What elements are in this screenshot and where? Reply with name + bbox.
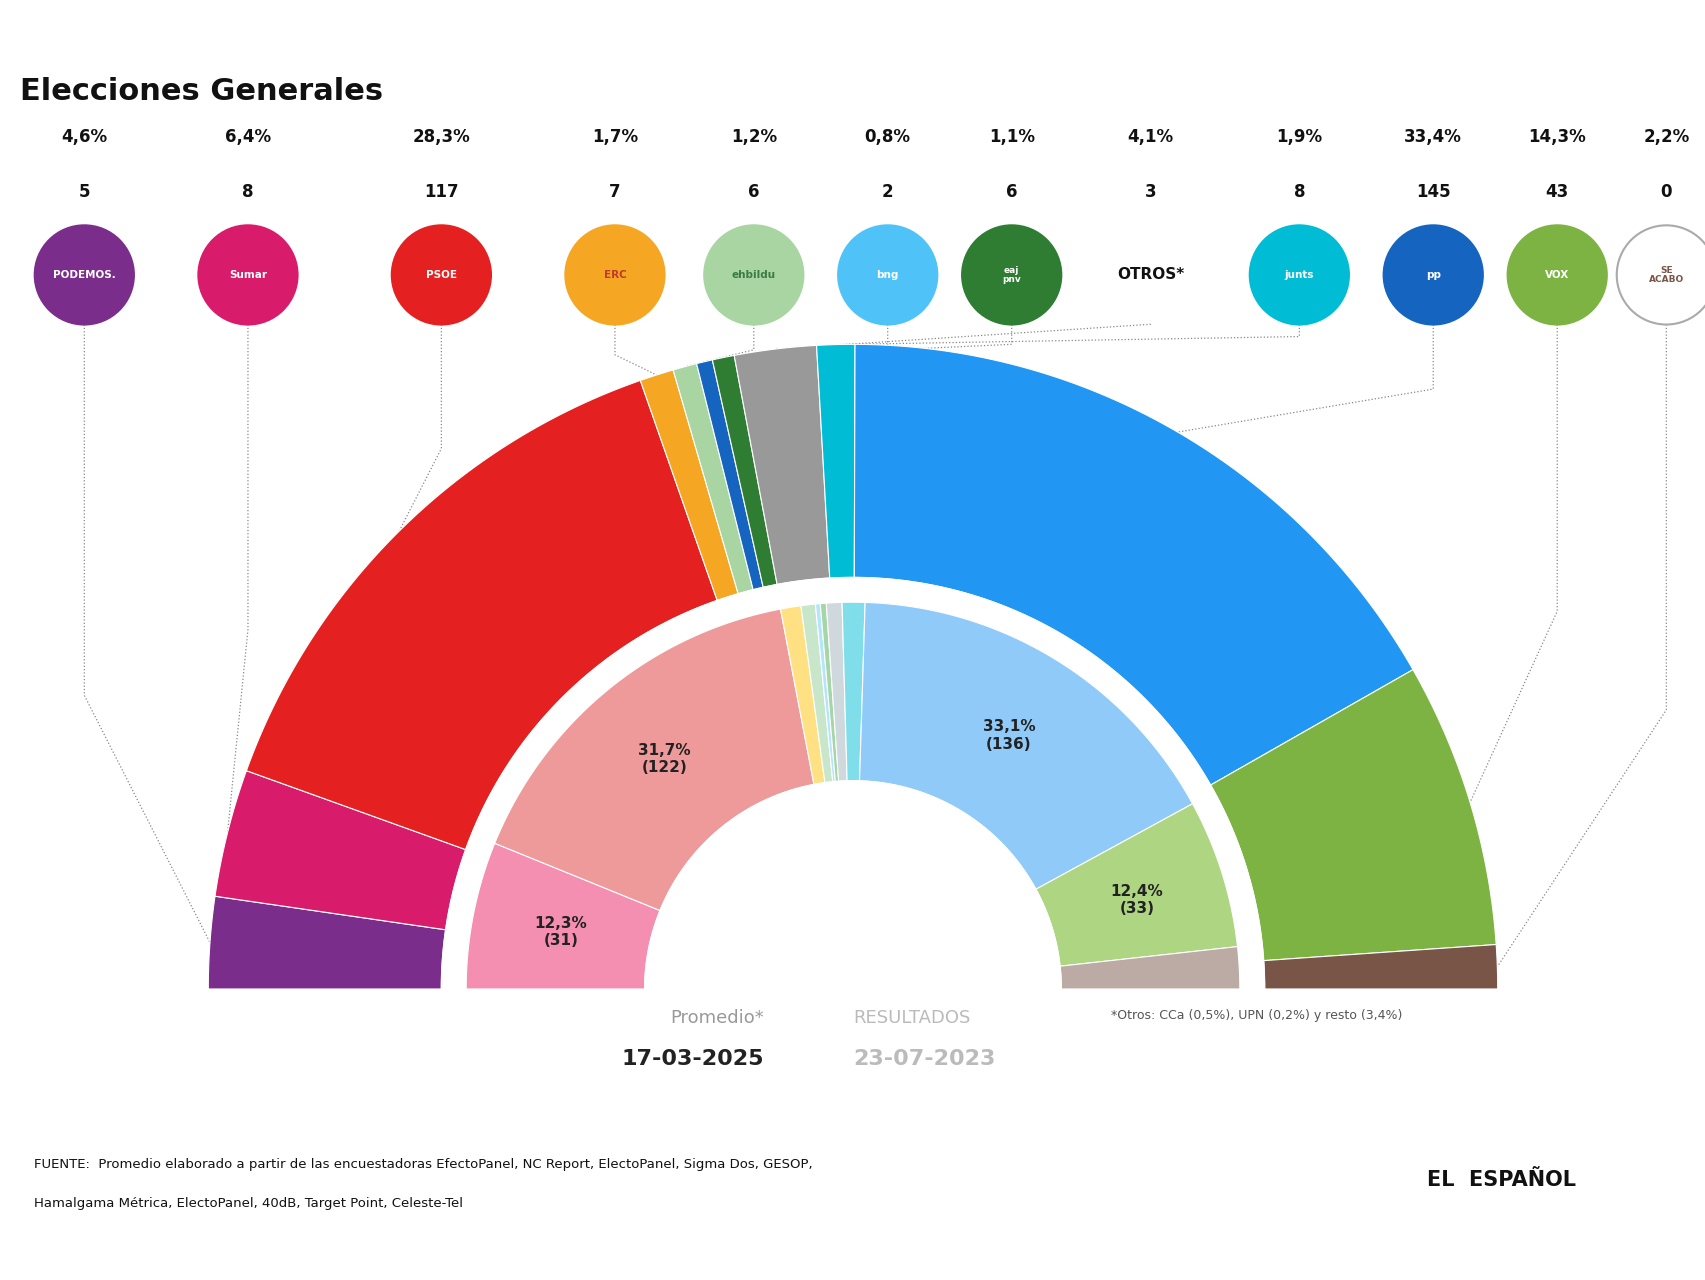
Text: 6,4%: 6,4% [225, 128, 271, 146]
Polygon shape [820, 603, 839, 782]
Text: 8: 8 [1292, 183, 1304, 201]
Text: junts: junts [1284, 270, 1313, 280]
Text: eaj
pnv: eaj pnv [1003, 265, 1021, 284]
Text: 33,4%: 33,4% [1403, 128, 1461, 146]
Polygon shape [1035, 804, 1236, 966]
Polygon shape [859, 603, 1192, 890]
Text: 4,6%: 4,6% [61, 128, 107, 146]
Text: 6: 6 [1006, 183, 1016, 201]
Circle shape [962, 225, 1061, 325]
Text: OTROS*: OTROS* [1117, 268, 1183, 283]
Text: Elecciones Generales: Elecciones Generales [20, 77, 382, 106]
Polygon shape [815, 604, 835, 782]
Circle shape [1383, 225, 1482, 325]
Text: ERC: ERC [604, 270, 626, 280]
Circle shape [1250, 225, 1349, 325]
Polygon shape [208, 896, 445, 989]
Polygon shape [825, 603, 847, 781]
Polygon shape [673, 364, 752, 594]
Polygon shape [854, 344, 1412, 785]
Polygon shape [465, 844, 660, 989]
Polygon shape [639, 370, 738, 600]
Text: 2: 2 [881, 183, 893, 201]
Polygon shape [713, 356, 777, 588]
Circle shape [564, 225, 665, 325]
Text: VOX: VOX [1545, 270, 1569, 280]
Text: SE
ACABO: SE ACABO [1647, 265, 1683, 284]
Text: 1,9%: 1,9% [1275, 128, 1321, 146]
Text: 145: 145 [1415, 183, 1449, 201]
Circle shape [837, 225, 936, 325]
Text: *Otros: CCa (0,5%), UPN (0,2%) y resto (3,4%): *Otros: CCa (0,5%), UPN (0,2%) y resto (… [1110, 1009, 1402, 1021]
Text: pp: pp [1425, 270, 1441, 280]
Polygon shape [842, 602, 864, 781]
Polygon shape [215, 771, 465, 929]
Text: Hamalgama Métrica, ElectoPanel, 40dB, Target Point, Celeste-Tel: Hamalgama Métrica, ElectoPanel, 40dB, Ta… [34, 1197, 462, 1210]
Polygon shape [494, 609, 813, 910]
Polygon shape [644, 781, 1061, 989]
Text: 33,1%
(136): 33,1% (136) [982, 719, 1035, 751]
Text: 4,1%: 4,1% [1127, 128, 1173, 146]
Polygon shape [465, 844, 660, 989]
Polygon shape [696, 360, 762, 590]
Polygon shape [1059, 947, 1240, 989]
Polygon shape [817, 344, 854, 579]
Polygon shape [800, 604, 832, 782]
Text: 2,2%: 2,2% [1642, 128, 1688, 146]
Text: 0,8%: 0,8% [864, 128, 910, 146]
Text: 1,1%: 1,1% [989, 128, 1035, 146]
Text: 12,3%
(31): 12,3% (31) [534, 915, 587, 948]
Polygon shape [781, 605, 825, 785]
Text: 1,7%: 1,7% [592, 128, 638, 146]
Circle shape [704, 225, 803, 325]
Text: 28,3%: 28,3% [413, 128, 471, 146]
Text: 0: 0 [1659, 183, 1671, 201]
Text: 7: 7 [609, 183, 621, 201]
Text: 5: 5 [78, 183, 90, 201]
Text: bng: bng [876, 270, 899, 280]
Polygon shape [733, 346, 829, 585]
Text: 1,2%: 1,2% [730, 128, 776, 146]
Text: FUENTE:  Promedio elaborado a partir de las encuestadoras EfectoPanel, NC Report: FUENTE: Promedio elaborado a partir de l… [34, 1158, 812, 1171]
Text: 6: 6 [747, 183, 759, 201]
Polygon shape [1263, 945, 1497, 989]
Polygon shape [494, 609, 813, 910]
Text: 8: 8 [242, 183, 254, 201]
Polygon shape [781, 605, 825, 785]
Polygon shape [1059, 947, 1240, 989]
Text: ehbildu: ehbildu [731, 270, 776, 280]
Polygon shape [442, 577, 1263, 989]
Polygon shape [1035, 804, 1236, 966]
Text: EL  ESPAÑOL: EL ESPAÑOL [1425, 1170, 1575, 1190]
Text: Sumar: Sumar [228, 270, 266, 280]
Circle shape [1507, 225, 1606, 325]
Polygon shape [0, 989, 1705, 1078]
Text: 43: 43 [1545, 183, 1569, 201]
Text: RESULTADOS: RESULTADOS [852, 1009, 970, 1027]
Circle shape [392, 225, 491, 325]
Text: 117: 117 [425, 183, 459, 201]
Polygon shape [842, 602, 864, 781]
Polygon shape [1211, 669, 1495, 960]
Polygon shape [246, 380, 716, 850]
Text: PSOE: PSOE [426, 270, 457, 280]
Circle shape [1616, 225, 1705, 325]
Text: 3: 3 [1144, 183, 1156, 201]
Text: Promedio*: Promedio* [670, 1009, 764, 1027]
Polygon shape [859, 603, 1192, 890]
Text: 31,7%
(122): 31,7% (122) [638, 742, 691, 776]
Polygon shape [815, 604, 835, 782]
Text: 14,3%: 14,3% [1528, 128, 1586, 146]
Text: 23-07-2023: 23-07-2023 [852, 1048, 994, 1069]
Polygon shape [800, 604, 832, 782]
Text: 12,4%
(33): 12,4% (33) [1110, 883, 1163, 916]
Text: 17-03-2025: 17-03-2025 [621, 1048, 764, 1069]
Circle shape [198, 225, 297, 325]
Text: PODEMOS.: PODEMOS. [53, 270, 116, 280]
Circle shape [34, 225, 133, 325]
Polygon shape [825, 603, 847, 781]
Polygon shape [820, 603, 839, 782]
